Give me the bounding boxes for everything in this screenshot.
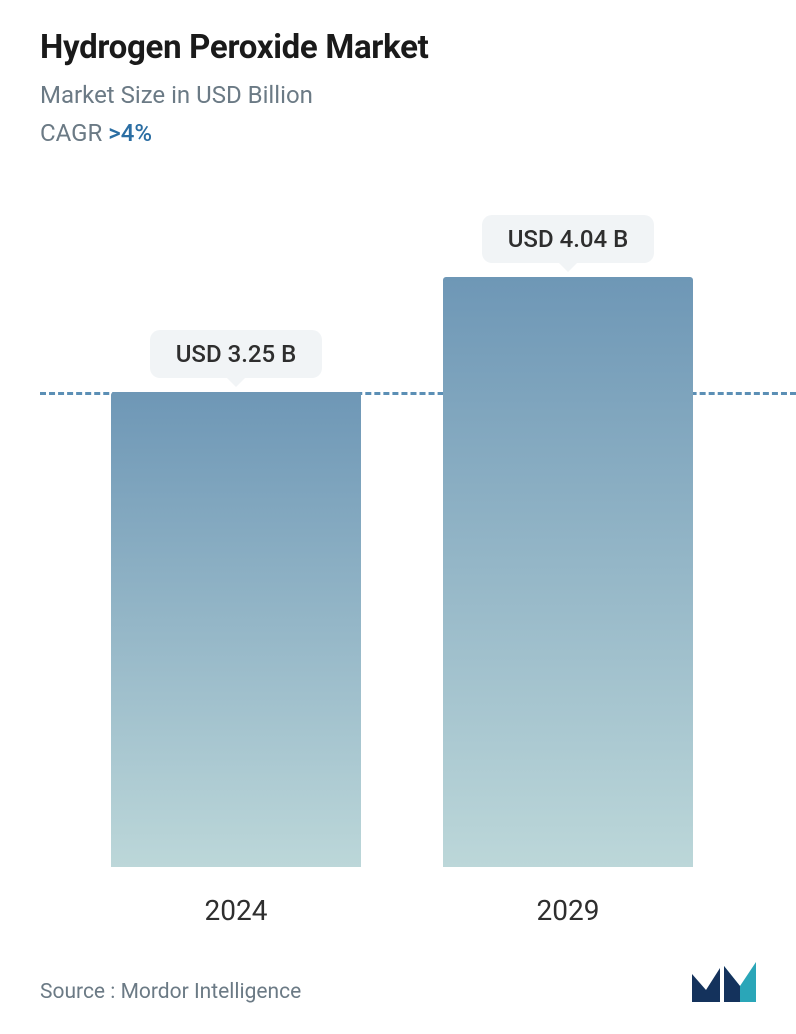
bar-group: USD 3.25 B xyxy=(111,330,361,867)
cagr-row: CAGR >4% xyxy=(40,119,764,147)
value-label: USD 4.04 B xyxy=(482,215,655,263)
cagr-label: CAGR xyxy=(40,119,108,147)
bar-group: USD 4.04 B xyxy=(443,215,693,867)
chart-container: Hydrogen Peroxide Market Market Size in … xyxy=(0,0,796,1034)
bar xyxy=(111,392,361,867)
bar xyxy=(443,277,693,867)
value-label: USD 3.25 B xyxy=(150,330,323,378)
chart-subtitle: Market Size in USD Billion xyxy=(40,81,764,109)
x-axis-label: 2029 xyxy=(443,894,693,927)
x-axis-labels: 2024 2029 xyxy=(40,894,764,927)
x-axis-label: 2024 xyxy=(111,894,361,927)
source-text: Source : Mordor Intelligence xyxy=(40,980,301,1004)
brand-logo-icon xyxy=(690,960,764,1004)
chart-title: Hydrogen Peroxide Market xyxy=(40,28,764,67)
cagr-value: >4% xyxy=(108,119,152,147)
chart-footer: Source : Mordor Intelligence xyxy=(40,960,764,1004)
bars-wrap: USD 3.25 B USD 4.04 B xyxy=(40,217,764,867)
chart-area: USD 3.25 B USD 4.04 B 2024 2029 xyxy=(40,207,764,927)
